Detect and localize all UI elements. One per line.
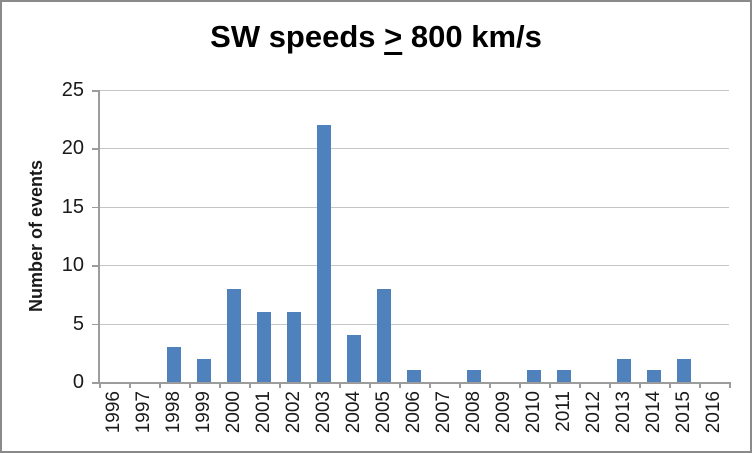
- bar-2006: [407, 370, 421, 382]
- x-tick-label-2015: 2015: [673, 391, 694, 434]
- x-tick-9: [369, 382, 371, 388]
- x-tick-label-2006: 2006: [403, 391, 424, 434]
- x-tick-2: [159, 382, 161, 388]
- x-tick-label-2013: 2013: [613, 391, 634, 434]
- y-axis-line: [98, 90, 100, 383]
- x-tick-17: [609, 382, 611, 388]
- x-tick-16: [579, 382, 581, 388]
- bar-2014: [647, 370, 661, 382]
- x-tick-1: [129, 382, 131, 388]
- bar-2002: [287, 311, 301, 382]
- y-tick-10: [92, 265, 99, 267]
- gridline-25: [99, 90, 729, 91]
- bar-2001: [257, 311, 271, 382]
- x-tick-12: [459, 382, 461, 388]
- x-tick-20: [699, 382, 701, 388]
- x-tick-label-2009: 2009: [493, 391, 514, 434]
- gridline-5: [99, 323, 729, 325]
- x-tick-label-2014: 2014: [643, 391, 664, 434]
- x-tick-8: [339, 382, 341, 388]
- x-tick-14: [519, 382, 521, 388]
- gridline-20: [99, 148, 729, 150]
- bar-2013: [617, 358, 631, 382]
- x-tick-label-2004: 2004: [343, 391, 364, 434]
- y-tick-label-10: 10: [61, 254, 84, 277]
- x-tick-6: [279, 382, 281, 388]
- y-tick-label-25: 25: [61, 79, 84, 101]
- y-axis-title-wrap: Number of events: [24, 90, 48, 382]
- x-tick-label-2003: 2003: [313, 391, 334, 434]
- x-tick-label-1997: 1997: [133, 391, 154, 434]
- bar-2004: [347, 335, 361, 382]
- bar-1999: [197, 358, 211, 382]
- chart-title-post: 800 km/s: [402, 19, 542, 54]
- x-tick-label-2010: 2010: [523, 391, 544, 434]
- x-tick-7: [309, 382, 311, 388]
- y-axis-title: Number of events: [25, 159, 46, 313]
- x-tick-label-1999: 1999: [193, 391, 214, 434]
- y-tick-label-0: 0: [72, 371, 84, 393]
- gridline-10: [99, 265, 729, 267]
- bar-2005: [377, 288, 391, 382]
- bar-2003: [317, 125, 331, 382]
- x-tick-label-2008: 2008: [463, 391, 484, 434]
- y-tick-20: [92, 148, 99, 150]
- x-tick-5: [249, 382, 251, 388]
- x-tick-label-2000: 2000: [223, 391, 244, 434]
- y-tick-label-5: 5: [72, 312, 84, 335]
- x-tick-3: [189, 382, 191, 388]
- bar-1998: [167, 346, 181, 382]
- x-tick-label-2005: 2005: [373, 391, 394, 434]
- bar-2011: [557, 370, 571, 382]
- x-tick-label-2011: 2011: [553, 391, 574, 432]
- x-tick-4: [219, 382, 221, 388]
- x-tick-label-2002: 2002: [283, 391, 304, 434]
- y-tick-25: [92, 90, 99, 92]
- x-tick-11: [429, 382, 431, 388]
- x-tick-21: [729, 382, 731, 388]
- y-tick-label-20: 20: [61, 137, 84, 160]
- x-tick-label-2007: 2007: [433, 391, 454, 434]
- bar-2000: [227, 288, 241, 382]
- bar-2008: [467, 370, 481, 382]
- y-tick-label-15: 15: [61, 195, 84, 218]
- chart-title-pre: SW speeds: [210, 19, 385, 54]
- x-tick-13: [489, 382, 491, 388]
- y-tick-15: [92, 206, 99, 209]
- x-tick-label-2016: 2016: [703, 391, 724, 434]
- x-tick-label-2012: 2012: [583, 391, 604, 434]
- x-tick-10: [399, 382, 401, 388]
- x-tick-label-2001: 2001: [253, 391, 274, 434]
- x-axis-line: [92, 382, 729, 384]
- x-tick-0: [99, 382, 101, 388]
- chart-title: SW speeds > 800 km/s: [2, 19, 750, 55]
- x-tick-19: [669, 382, 671, 388]
- bar-2015: [677, 358, 691, 382]
- y-tick-5: [92, 323, 99, 326]
- chart-title-ge-symbol: >: [384, 19, 403, 54]
- x-tick-label-1996: 1996: [103, 391, 124, 434]
- bar-2010: [527, 370, 541, 382]
- x-tick-label-1998: 1998: [163, 391, 184, 434]
- x-tick-18: [639, 382, 641, 388]
- gridline-15: [99, 206, 729, 208]
- x-tick-15: [549, 382, 551, 388]
